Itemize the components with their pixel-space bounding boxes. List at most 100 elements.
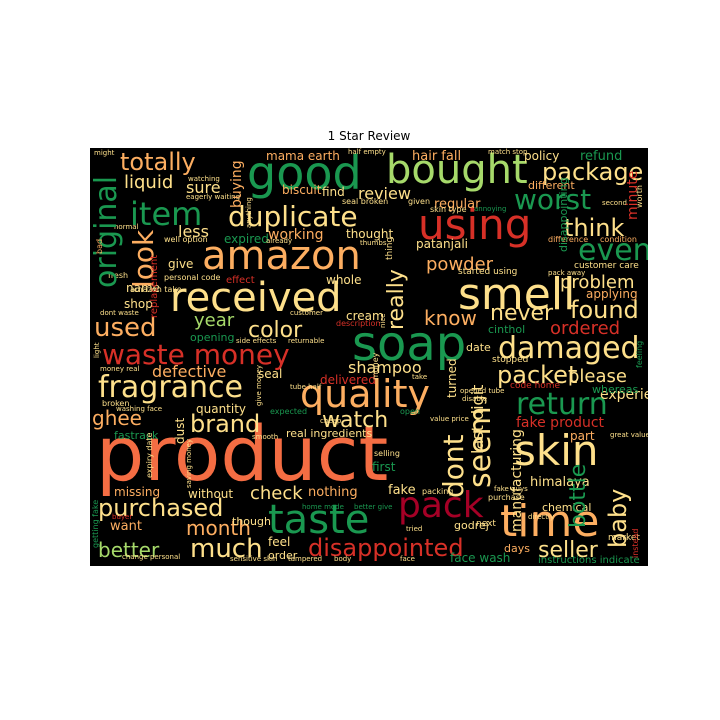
word: really xyxy=(384,269,409,330)
word: opening xyxy=(190,331,235,344)
word: experience xyxy=(600,387,648,403)
word: delivered xyxy=(320,373,376,387)
word: sure xyxy=(186,178,221,197)
word: stopped xyxy=(492,355,529,365)
word: waste money xyxy=(102,338,290,371)
word: liquid xyxy=(124,172,174,193)
word: worth xyxy=(635,185,644,208)
word: amazon take xyxy=(130,285,182,294)
word: part xyxy=(570,429,595,443)
word: sensitive skin xyxy=(230,555,278,563)
word: using xyxy=(418,200,532,249)
word: damaged xyxy=(498,331,640,366)
word: instructions indicate xyxy=(538,555,640,566)
word: want xyxy=(110,519,142,534)
word: personal code xyxy=(164,273,221,282)
word: annoying xyxy=(474,205,507,213)
word: thumbs xyxy=(360,239,387,247)
word: feeling xyxy=(635,340,644,368)
word: opened tube xyxy=(460,387,505,395)
word: cheap xyxy=(320,417,342,425)
word: expiry date xyxy=(145,432,154,478)
word: customer care xyxy=(574,261,639,271)
word: good xyxy=(247,148,362,200)
word: bottle xyxy=(566,463,591,528)
word: brand xyxy=(190,410,261,438)
word: cinthol xyxy=(488,323,526,336)
word: thing xyxy=(385,236,395,260)
word: soap xyxy=(352,316,467,372)
word: tried xyxy=(406,525,423,533)
word: seal broken xyxy=(342,197,389,206)
word: baby xyxy=(604,488,632,548)
word: market xyxy=(608,533,640,543)
word: pack away xyxy=(548,269,586,277)
word: name xyxy=(126,281,161,295)
word: better give xyxy=(354,503,393,511)
word: color xyxy=(248,318,303,343)
word: original xyxy=(90,175,124,288)
word: directly xyxy=(528,513,555,521)
word: anything xyxy=(245,197,253,228)
word: seal xyxy=(258,367,283,381)
word: face wash xyxy=(450,551,511,565)
word: review xyxy=(358,184,411,203)
word: customer xyxy=(290,309,323,317)
word: smooth xyxy=(252,433,279,441)
word: take xyxy=(412,373,428,381)
word: buying xyxy=(229,160,245,208)
word: much xyxy=(190,534,263,564)
word: getting fake xyxy=(91,499,100,548)
word: match stop xyxy=(488,148,528,156)
word: watch xyxy=(322,408,389,433)
word: disappointing xyxy=(557,177,570,252)
word: biscuit xyxy=(282,183,322,197)
word: hair fall xyxy=(412,149,462,164)
word: himalaya xyxy=(530,475,590,490)
word: used xyxy=(94,313,157,343)
word: working xyxy=(268,227,324,243)
word: tube half xyxy=(290,383,322,391)
word: fake guys xyxy=(494,485,528,493)
word: dont waste xyxy=(100,309,139,317)
word: real ingredients xyxy=(286,427,373,440)
word: washing face xyxy=(116,405,163,413)
word: different xyxy=(528,179,575,192)
word: tampered xyxy=(288,555,323,563)
word: smell xyxy=(458,269,576,320)
word: fake xyxy=(388,483,416,498)
word: eagerly waiting xyxy=(186,193,241,201)
word: money xyxy=(371,352,380,380)
word: mama earth xyxy=(266,149,340,163)
word: ghee xyxy=(92,406,142,430)
word: already xyxy=(266,237,293,245)
word: ordered xyxy=(550,318,621,339)
word: policy xyxy=(524,149,560,163)
word: saving money xyxy=(185,438,193,488)
word: effect xyxy=(226,275,255,286)
word: whereas xyxy=(592,383,639,396)
word: great value xyxy=(610,431,648,439)
word: light xyxy=(93,342,101,358)
word: though xyxy=(232,515,271,528)
word: found xyxy=(570,296,639,324)
word: condition xyxy=(600,235,637,244)
word: give money xyxy=(255,364,263,406)
word: refund xyxy=(580,149,623,164)
word: change personal xyxy=(122,553,181,561)
word: fragrance xyxy=(98,370,244,405)
word: bought xyxy=(386,148,528,193)
word: problem xyxy=(560,272,635,293)
word: code home xyxy=(510,381,561,391)
word: bad xyxy=(95,238,104,254)
word: skin type xyxy=(430,205,467,214)
word: next xyxy=(476,519,496,529)
word: applying xyxy=(586,287,638,301)
word: nothing xyxy=(308,485,358,500)
word: pack xyxy=(398,485,484,526)
word: last digit xyxy=(468,384,487,454)
word: packing xyxy=(422,487,454,496)
word: open xyxy=(400,407,420,416)
word: fastrack xyxy=(114,429,159,442)
word: time xyxy=(500,496,600,547)
